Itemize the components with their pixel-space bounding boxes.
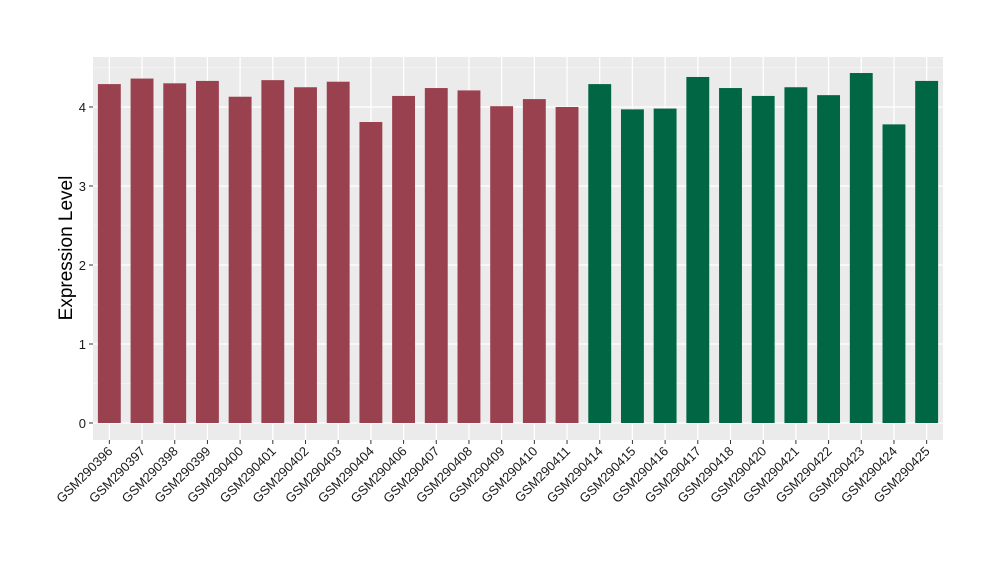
bars xyxy=(97,73,939,424)
bar xyxy=(261,80,285,423)
y-tick-label: 2 xyxy=(79,258,86,273)
bar xyxy=(555,107,579,423)
bar xyxy=(849,73,873,423)
bar xyxy=(686,76,710,423)
y-tick-label: 4 xyxy=(79,100,86,115)
bar xyxy=(294,87,317,423)
bar xyxy=(588,84,612,423)
bar xyxy=(490,106,514,424)
x-axis: GSM290396GSM290397GSM290398GSM290399GSM2… xyxy=(53,440,933,506)
plot-panel xyxy=(93,57,943,440)
bar xyxy=(424,88,448,423)
bar xyxy=(326,81,350,423)
y-tick-label: 1 xyxy=(79,337,86,352)
bar xyxy=(915,80,939,424)
bar xyxy=(130,78,154,423)
y-axis-title: Expression Level xyxy=(56,176,77,321)
bar xyxy=(359,122,383,423)
bar xyxy=(620,109,644,424)
bar xyxy=(751,95,775,423)
bar xyxy=(228,96,252,423)
bar xyxy=(195,80,219,424)
bar xyxy=(392,95,416,423)
bar xyxy=(784,87,808,423)
y-axis: 0 1 2 3 4 xyxy=(79,100,93,431)
bar xyxy=(522,99,546,423)
bar xyxy=(817,95,841,424)
bar xyxy=(457,90,481,423)
bar xyxy=(163,83,187,424)
bar xyxy=(719,88,742,423)
bar xyxy=(97,84,121,423)
bar xyxy=(653,108,677,423)
bar xyxy=(882,124,906,423)
y-tick-label: 0 xyxy=(79,416,86,431)
y-tick-label: 3 xyxy=(79,179,86,194)
